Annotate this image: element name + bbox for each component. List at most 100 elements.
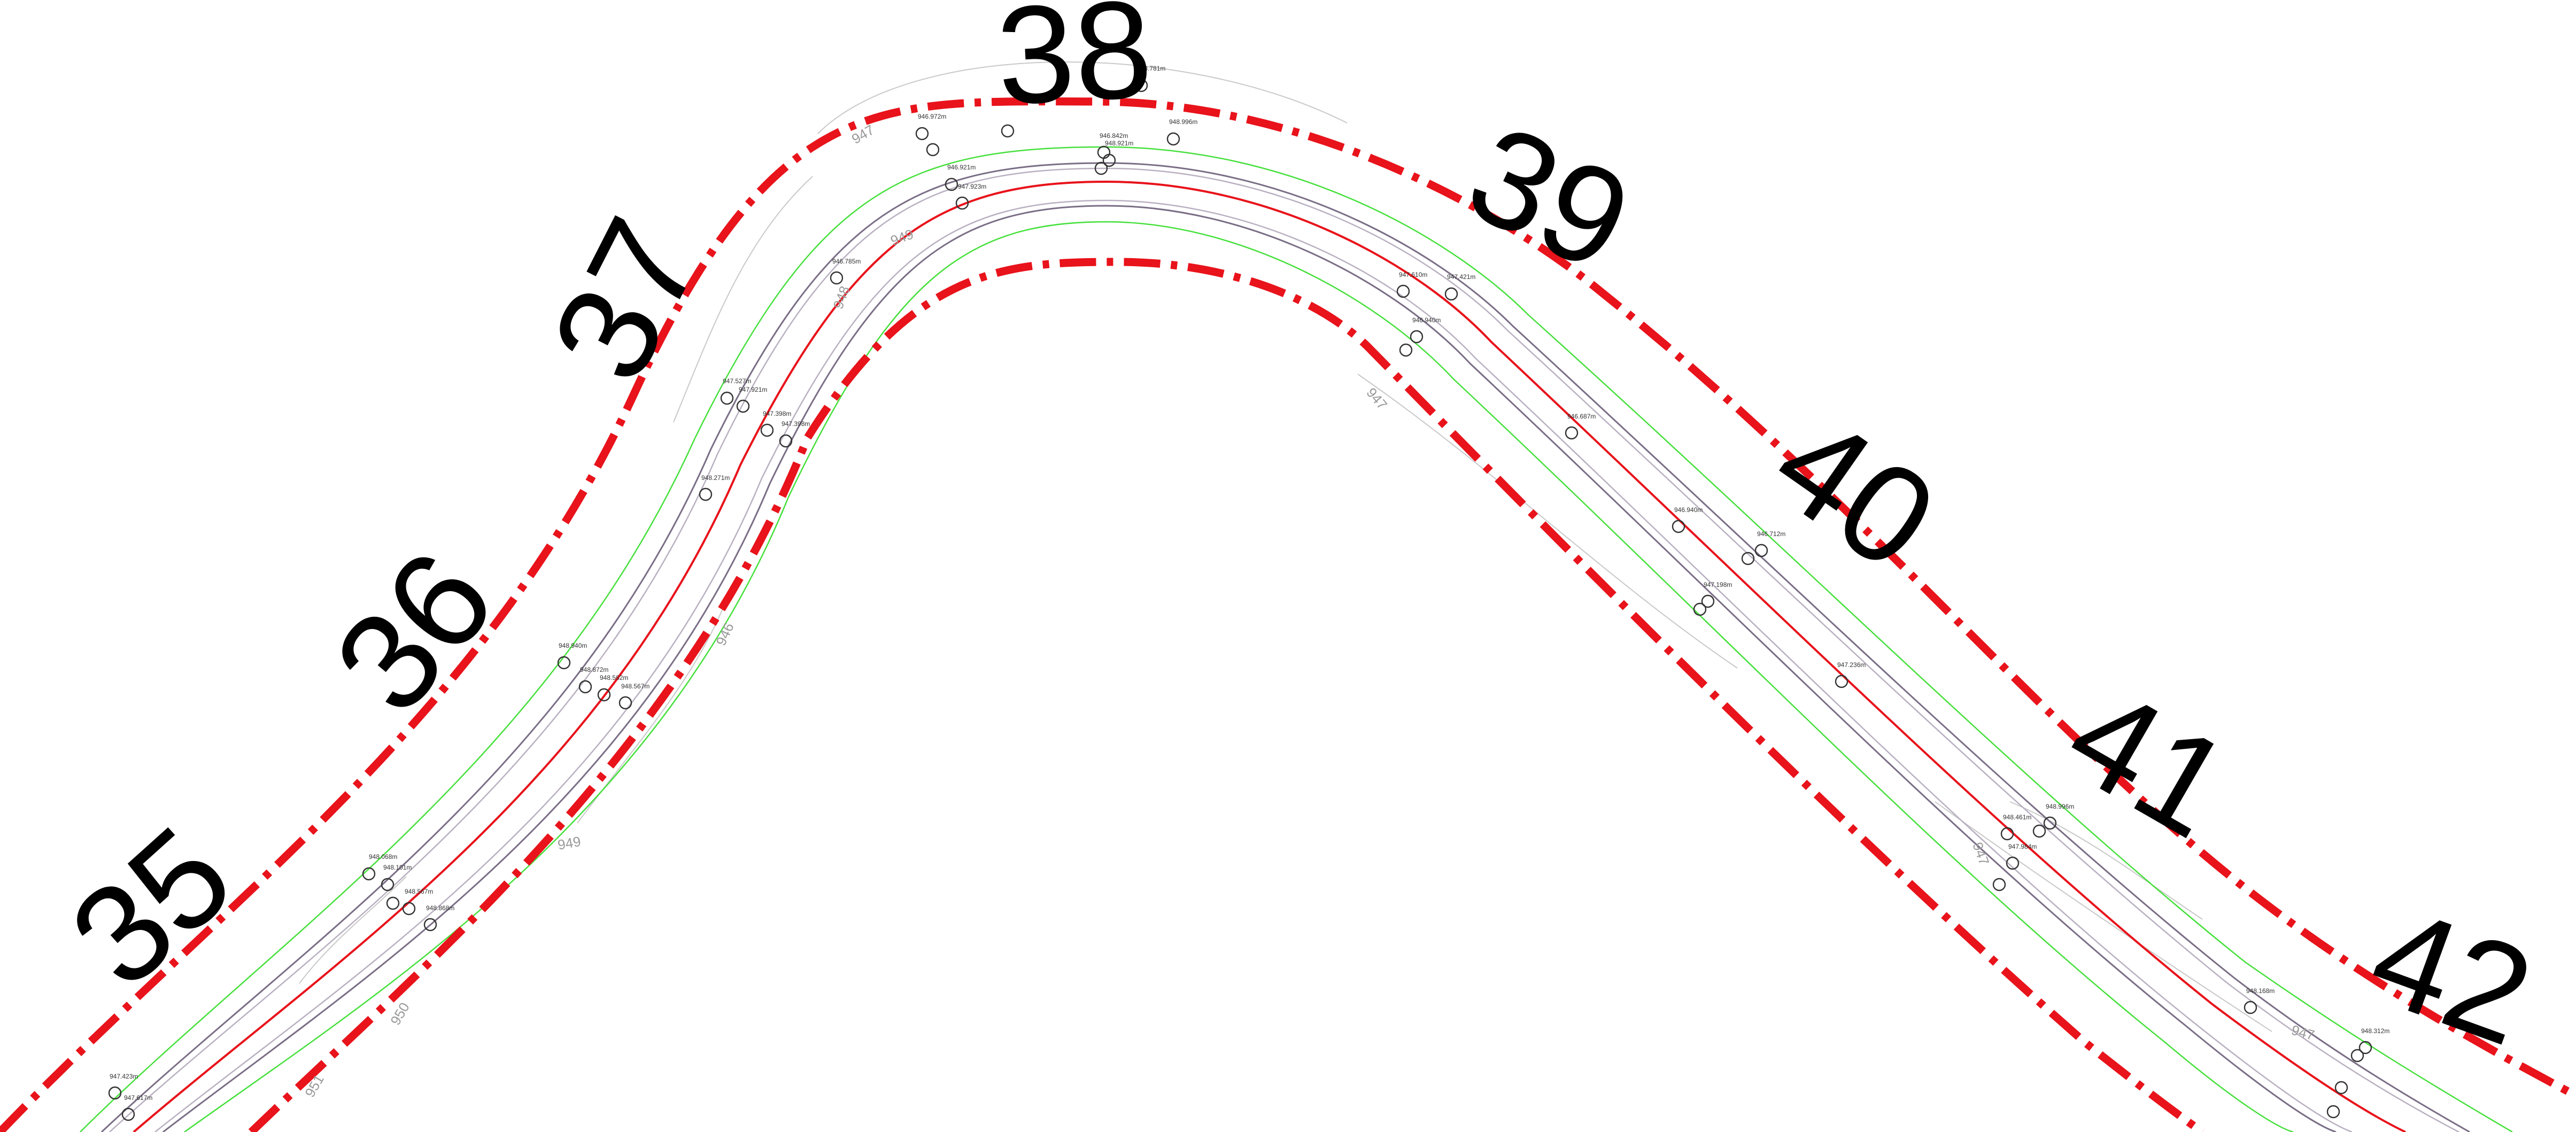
elevation-label: 947.984m: [2008, 843, 2037, 850]
elevation-label: 947.236m: [1837, 661, 1866, 669]
survey-point-marker: [1701, 594, 1715, 608]
elevation-label: 948.567m: [621, 683, 649, 690]
road-edge-inner: [163, 205, 2337, 1132]
elevation-label: 948.872m: [580, 666, 608, 673]
contour-label: 948: [830, 284, 853, 311]
survey-point-marker: [1835, 674, 1848, 688]
survey-point-marker: [1097, 145, 1111, 159]
survey-point-marker: [1399, 343, 1413, 357]
survey-point-marker: [423, 918, 437, 932]
survey-markers: [108, 79, 2372, 1121]
survey-point-marker: [1134, 79, 1148, 92]
station-label-38: 38: [993, 0, 1156, 134]
station-label-39: 39: [1446, 95, 1652, 301]
road-corridor: [0, 97, 2576, 1132]
survey-point-marker: [2043, 816, 2057, 830]
station-label-37: 37: [522, 196, 731, 404]
survey-point-marker: [578, 680, 592, 694]
survey-point-marker: [2326, 1105, 2340, 1119]
elevation-label: 947.421m: [1447, 273, 1475, 281]
elevation-label: 948.868m: [426, 904, 454, 912]
survey-point-marker: [720, 391, 734, 405]
elevation-label: 948.996m: [2046, 803, 2074, 810]
contour-line: [1935, 801, 2272, 1032]
survey-point-marker: [699, 487, 713, 501]
survey-point-marker: [2350, 1049, 2364, 1063]
elevation-label: 948.312m: [2361, 1027, 2389, 1035]
survey-point-marker: [1102, 153, 1116, 167]
elevation-label: 948.101m: [383, 864, 412, 871]
elevation-label: 947.198m: [1704, 581, 1732, 588]
survey-point-marker: [1693, 602, 1707, 616]
survey-point-marker: [2244, 1001, 2257, 1014]
survey-point-marker: [2358, 1041, 2372, 1055]
elevation-label: 948.068m: [369, 853, 397, 860]
survey-point-marker: [945, 177, 958, 191]
survey-point-marker: [779, 434, 793, 448]
station-label-42: 42: [2353, 877, 2551, 1075]
survey-point-marker: [1410, 330, 1424, 344]
elevation-label: 948.996m: [1169, 118, 1197, 126]
elevation-label: 948.271m: [701, 474, 730, 482]
survey-point-marker: [1444, 287, 1458, 301]
elevation-label: 947.923m: [958, 183, 986, 190]
contour-label: 950: [387, 999, 413, 1028]
right-of-way-outer: [0, 97, 2576, 1132]
survey-point-marker: [597, 688, 611, 702]
elevation-label: 947.398m: [763, 410, 791, 417]
survey-point-marker: [1001, 124, 1015, 138]
survey-point-marker: [2000, 827, 2014, 841]
elevation-label: 947.610m: [1399, 271, 1427, 278]
elevation-label: 946.842m: [1100, 132, 1128, 139]
elevation-label: 947.921m: [739, 386, 767, 393]
station-label-36: 36: [305, 523, 523, 741]
road-edge-outer-inner: [109, 167, 2459, 1132]
contour-line: [673, 176, 813, 423]
survey-point-marker: [1741, 552, 1755, 565]
elevation-label: 948.921m: [1105, 139, 1133, 147]
survey-point-marker: [926, 143, 940, 157]
station-label-40: 40: [1747, 384, 1962, 599]
elevation-label: 948.562m: [600, 674, 628, 681]
station-labels: 35 36 37 38 39 40 41 42: [42, 0, 2550, 1075]
survey-point-marker: [2334, 1081, 2348, 1095]
survey-point-marker: [1992, 878, 2006, 891]
elevation-label: 946.712m: [1757, 530, 1785, 538]
survey-point-marker: [108, 1086, 122, 1100]
elevation-label: 948.461m: [2003, 813, 2031, 821]
survey-point-marker: [915, 127, 929, 141]
elevation-label: 948.567m: [405, 888, 433, 895]
survey-point-marker: [618, 696, 632, 710]
survey-point-marker: [760, 423, 774, 437]
elevation-label: 948.168m: [2246, 987, 2275, 995]
elevation-label: 947.423m: [110, 1073, 138, 1080]
elevation-label: 948.940m: [559, 642, 587, 649]
contour-line: [299, 876, 407, 984]
centerline: [133, 180, 2406, 1132]
survey-point-marker: [1672, 520, 1685, 533]
survey-point-marker: [1166, 132, 1180, 146]
elevation-label: 947.398m: [782, 420, 810, 428]
elevation-label: 946.940m: [1674, 506, 1703, 514]
survey-point-marker: [1565, 426, 1579, 440]
road-edge-outer: [100, 162, 2470, 1132]
survey-point-marker: [121, 1107, 135, 1121]
elevation-label: 946.940m: [1412, 316, 1441, 324]
contour-line: [1357, 374, 1738, 669]
survey-point-marker: [736, 399, 750, 413]
survey-point-marker: [1094, 161, 1108, 175]
survey-point-marker: [362, 867, 376, 881]
contour-line: [2009, 801, 2203, 920]
contour-label: 947: [1363, 385, 1390, 413]
elevation-label: 947.527m: [723, 377, 751, 385]
elevation-label: 947.617m: [124, 1094, 152, 1102]
survey-point-marker: [2006, 856, 2020, 870]
elevation-label: 946.972m: [918, 113, 946, 120]
right-of-way-inner: [248, 258, 2205, 1132]
contour-label: 947: [2289, 1022, 2316, 1043]
elevation-label: 946.785m: [832, 258, 861, 265]
elevation-label: 946.687m: [1567, 413, 1596, 420]
elevation-label: 946.921m: [947, 164, 976, 171]
survey-point-marker: [2032, 824, 2046, 838]
